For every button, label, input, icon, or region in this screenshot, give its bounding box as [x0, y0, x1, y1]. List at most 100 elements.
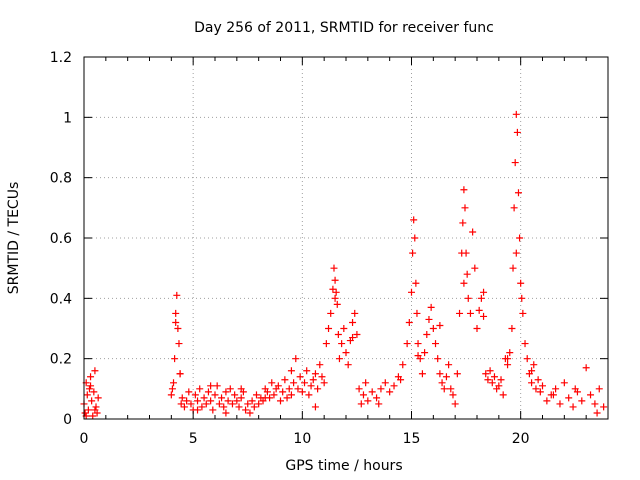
- data-point: [447, 385, 455, 393]
- data-point: [453, 370, 461, 378]
- data-point: [91, 367, 99, 375]
- data-point: [311, 370, 319, 378]
- data-point: [244, 400, 252, 408]
- data-point: [274, 382, 282, 390]
- data-point: [495, 382, 503, 390]
- data-point: [296, 373, 304, 381]
- data-point: [595, 385, 603, 393]
- data-point: [512, 249, 520, 257]
- data-point: [185, 388, 193, 396]
- data-point: [340, 325, 348, 332]
- data-point: [196, 385, 204, 393]
- data-point: [191, 391, 199, 399]
- data-point: [332, 288, 340, 296]
- data-point: [331, 294, 339, 302]
- data-point: [373, 394, 381, 402]
- data-point: [180, 403, 188, 411]
- data-point: [451, 400, 459, 408]
- data-point: [534, 376, 542, 384]
- data-point: [397, 376, 405, 384]
- data-point: [211, 391, 219, 399]
- data-point: [330, 264, 338, 272]
- data-point: [517, 279, 525, 287]
- data-point: [462, 249, 470, 257]
- data-point: [488, 379, 496, 387]
- data-point: [519, 309, 527, 317]
- data-point: [175, 340, 183, 348]
- data-point: [480, 312, 488, 320]
- data-point: [322, 340, 330, 348]
- data-point: [364, 397, 372, 405]
- data-point: [390, 382, 398, 390]
- data-point: [543, 397, 551, 405]
- data-point: [490, 373, 498, 381]
- data-point: [460, 186, 468, 194]
- data-point: [325, 325, 333, 332]
- data-point: [432, 340, 440, 348]
- x-tick-label: 10: [293, 431, 311, 447]
- data-point: [207, 382, 215, 390]
- data-point: [242, 406, 250, 414]
- data-point: [233, 397, 241, 405]
- data-point: [440, 385, 448, 393]
- data-point: [593, 409, 601, 417]
- data-point: [281, 376, 289, 384]
- data-point: [482, 370, 490, 378]
- data-point: [316, 361, 324, 369]
- data-point: [85, 385, 93, 393]
- y-tick-label: 0.6: [50, 231, 72, 247]
- x-axis-label: GPS time / hours: [285, 458, 402, 474]
- data-point: [530, 361, 538, 369]
- data-point: [405, 318, 413, 326]
- data-point: [528, 367, 536, 375]
- data-point: [305, 391, 313, 399]
- data-point: [497, 376, 505, 384]
- data-point: [456, 309, 464, 317]
- data-point: [556, 400, 564, 408]
- data-point: [504, 361, 512, 369]
- data-point: [270, 391, 278, 399]
- data-point: [318, 373, 326, 381]
- data-point: [87, 373, 95, 381]
- data-point: [461, 204, 469, 212]
- data-point: [303, 367, 311, 375]
- chart-title: Day 256 of 2011, SRMTID for receiver fun…: [194, 20, 494, 36]
- x-tick-label: 20: [512, 431, 530, 447]
- data-point: [81, 409, 89, 417]
- data-point: [94, 394, 102, 402]
- data-point: [578, 397, 586, 405]
- data-point: [464, 294, 472, 302]
- data-point: [434, 355, 442, 363]
- data-point: [353, 331, 361, 339]
- data-point: [327, 309, 335, 317]
- data-point: [528, 379, 536, 387]
- data-point: [250, 403, 258, 411]
- data-point: [287, 391, 295, 399]
- data-point: [536, 388, 544, 396]
- data-point: [292, 355, 300, 363]
- data-point: [463, 270, 471, 278]
- data-point: [301, 379, 309, 387]
- data-point: [84, 406, 92, 414]
- data-point: [168, 385, 176, 393]
- data-point: [509, 264, 517, 272]
- data-point: [248, 397, 256, 405]
- data-point: [539, 382, 546, 390]
- data-point: [213, 382, 221, 390]
- data-point: [418, 370, 426, 378]
- data-point: [480, 288, 488, 296]
- data-point: [338, 340, 346, 348]
- data-point: [331, 276, 339, 284]
- data-point: [349, 318, 357, 326]
- data-point: [311, 403, 319, 411]
- data-point: [172, 318, 180, 326]
- data-point: [359, 391, 367, 399]
- data-point: [427, 303, 435, 311]
- data-point: [176, 370, 184, 378]
- data-point: [329, 285, 337, 293]
- data-point: [459, 219, 467, 227]
- data-point: [466, 309, 474, 317]
- data-point: [246, 409, 254, 417]
- data-point: [471, 264, 479, 272]
